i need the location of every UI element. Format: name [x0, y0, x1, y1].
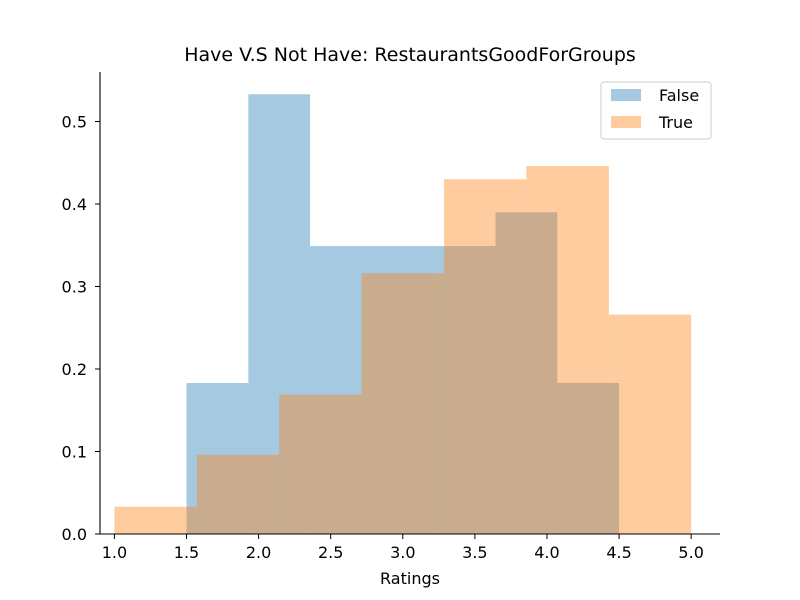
bar-true-1: [196, 454, 280, 534]
legend-label-false: False: [659, 86, 699, 105]
x-tick-label: 5.0: [678, 543, 703, 562]
bar-true-4: [444, 179, 527, 534]
x-tick-label: 2.5: [318, 543, 343, 562]
x-tick-label: 3.0: [390, 543, 415, 562]
bar-true-0: [114, 506, 197, 534]
bar-false-4: [433, 246, 496, 534]
y-tick-label: 0.0: [62, 525, 87, 544]
y-tick-label: 0.5: [62, 113, 87, 132]
chart-title: Have V.S Not Have: RestaurantsGoodForGro…: [184, 44, 636, 66]
legend-swatch-true: [611, 116, 641, 128]
legend-frame: [600, 81, 712, 140]
y-tick-label: 0.2: [62, 360, 87, 379]
bar-true-5: [526, 166, 609, 535]
x-tick-label: 1.0: [102, 543, 127, 562]
x-tick-label: 3.5: [462, 543, 487, 562]
bar-false-3: [371, 246, 434, 534]
bar-false-1: [248, 94, 311, 535]
legend-label-true: True: [658, 113, 693, 132]
x-tick-label: 4.5: [606, 543, 631, 562]
bar-true-3: [361, 273, 445, 534]
x-tick-label: 2.0: [246, 543, 271, 562]
legend: False True: [600, 81, 712, 140]
y-tick-label: 0.3: [62, 278, 87, 297]
histogram-bars: [114, 94, 692, 535]
legend-swatch-false: [611, 89, 641, 101]
bar-true-2: [279, 394, 362, 534]
bar-false-6: [557, 383, 620, 534]
axes: [99, 72, 720, 535]
bar-true-6: [608, 314, 692, 534]
y-tick-label: 0.1: [62, 443, 87, 462]
x-tick-label: 4.0: [534, 543, 559, 562]
bar-false-2: [310, 246, 372, 534]
x-ticks: 1.0 1.5 2.0 2.5 3.0 3.5 4.0 4.5 5.0: [102, 534, 704, 562]
bar-false-5: [495, 212, 558, 534]
bar-false-0: [186, 383, 249, 534]
y-tick-label: 0.4: [62, 195, 87, 214]
y-ticks: 0.0 0.1 0.2 0.3 0.4 0.5: [62, 113, 100, 544]
x-tick-label: 1.5: [174, 543, 199, 562]
x-axis-label: Ratings: [380, 569, 440, 588]
